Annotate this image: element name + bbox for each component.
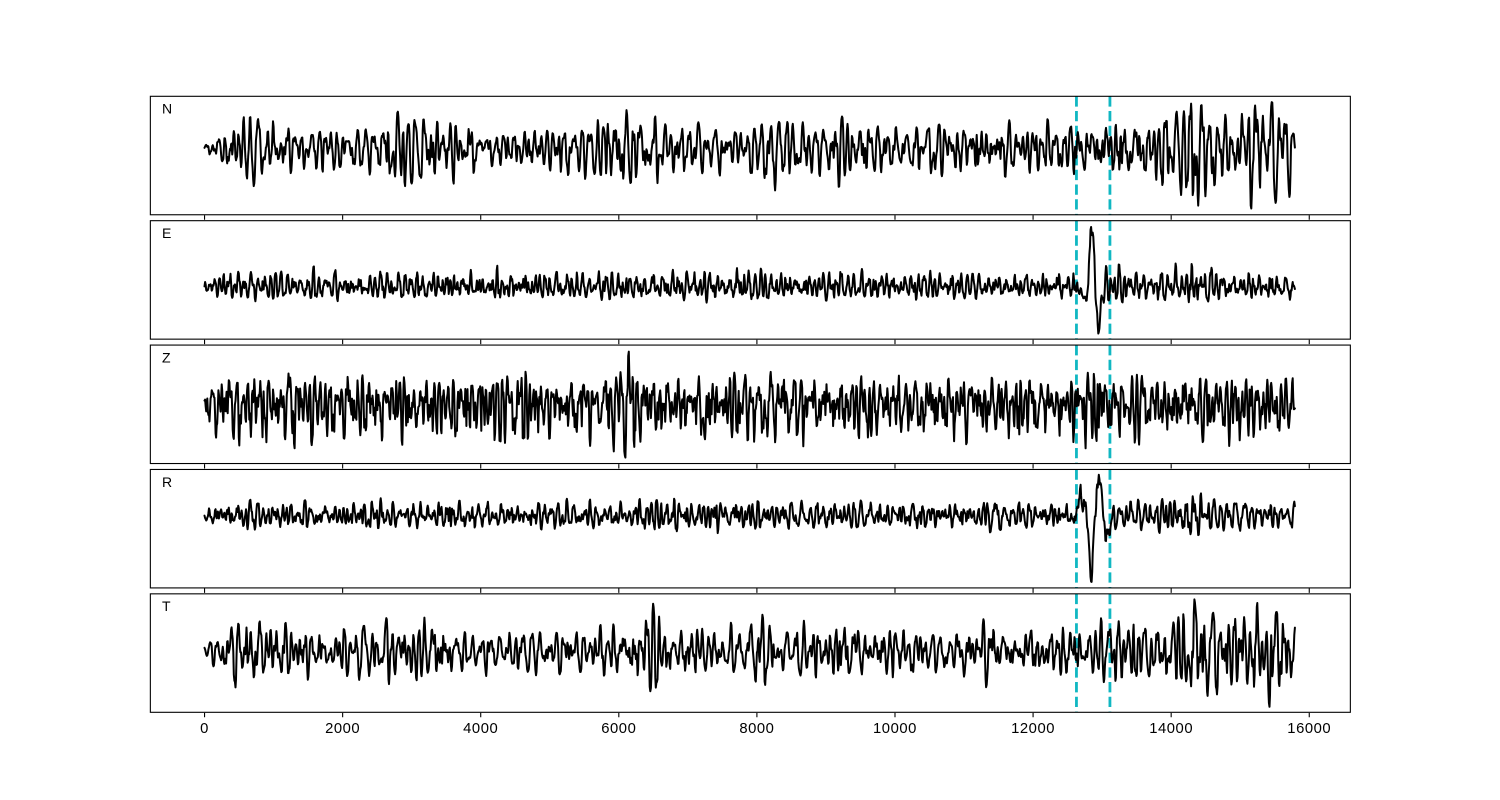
svg-text:R: R: [162, 474, 172, 490]
svg-text:14000: 14000: [1149, 721, 1193, 737]
svg-text:Z: Z: [162, 349, 171, 365]
svg-text:6000: 6000: [601, 721, 636, 737]
svg-text:10000: 10000: [873, 721, 917, 737]
svg-text:4000: 4000: [463, 721, 498, 737]
svg-text:N: N: [162, 101, 172, 117]
svg-text:2000: 2000: [325, 721, 360, 737]
svg-text:8000: 8000: [739, 721, 774, 737]
svg-text:16000: 16000: [1287, 721, 1331, 737]
svg-text:0: 0: [200, 721, 209, 737]
svg-text:12000: 12000: [1011, 721, 1055, 737]
svg-text:E: E: [162, 225, 171, 241]
svg-text:T: T: [162, 598, 171, 614]
